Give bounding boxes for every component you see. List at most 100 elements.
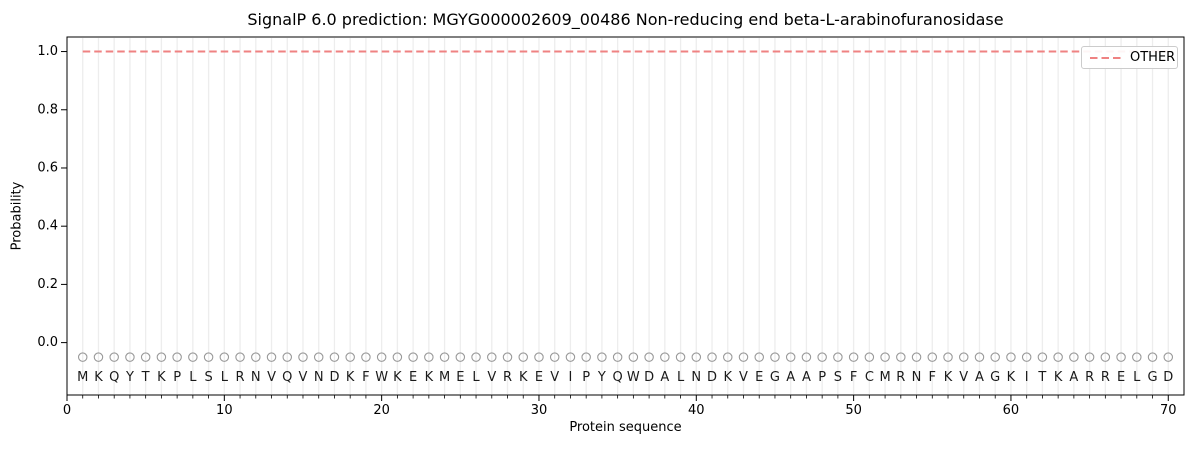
residue-letter: I <box>569 370 573 385</box>
residue-letter: K <box>519 370 528 385</box>
residue-marker <box>896 352 906 362</box>
residue-letter: D <box>707 370 717 385</box>
residue-letter: K <box>157 370 166 385</box>
residue-marker <box>833 352 843 362</box>
residue-marker <box>754 352 764 362</box>
residue-letter: A <box>660 370 669 385</box>
residue-marker <box>172 352 182 362</box>
residue-letter: P <box>818 370 826 385</box>
residue-letter: R <box>1101 370 1110 385</box>
residue-marker <box>298 352 308 362</box>
residue-letter: Q <box>282 370 292 385</box>
residue-letter: Q <box>613 370 623 385</box>
x-tick-label: 10 <box>216 403 233 418</box>
x-tick-label: 60 <box>1003 403 1020 418</box>
residue-marker <box>738 352 749 362</box>
residue-letter: K <box>723 370 732 385</box>
residue-letter: A <box>1069 370 1078 385</box>
residue-letter: D <box>329 370 339 385</box>
residue-letter: L <box>1133 370 1141 385</box>
residue-marker <box>927 352 938 362</box>
residue-marker <box>313 352 324 362</box>
x-axis-label: Protein sequence <box>569 420 682 435</box>
residue-letter: K <box>425 370 434 385</box>
residue-letter: A <box>786 370 795 385</box>
residue-letter: C <box>865 370 874 385</box>
residue-letter: D <box>644 370 654 385</box>
residue-letter: N <box>251 370 261 385</box>
residue-marker <box>1037 352 1048 362</box>
residue-letter: W <box>375 370 388 385</box>
residue-marker <box>880 352 890 362</box>
residue-marker <box>203 352 214 362</box>
residue-marker <box>691 352 702 362</box>
residue-marker <box>943 352 953 362</box>
residue-letter: R <box>896 370 905 385</box>
residue-marker <box>990 352 1000 362</box>
residue-marker <box>549 352 560 362</box>
residue-letter: E <box>755 370 763 385</box>
residue-marker <box>487 352 497 362</box>
residue-letter: E <box>535 370 543 385</box>
residue-marker <box>219 352 230 362</box>
residue-letter: E <box>409 370 417 385</box>
residue-letter: R <box>1085 370 1094 385</box>
x-tick-label: 20 <box>373 403 390 418</box>
residue-letter: G <box>990 370 1000 385</box>
residue-marker <box>660 352 670 362</box>
residue-marker <box>1100 352 1111 362</box>
residue-marker <box>770 352 780 362</box>
residue-marker <box>565 352 576 362</box>
residue-marker <box>188 352 198 362</box>
residue-marker <box>140 352 151 362</box>
legend-label-other: OTHER <box>1130 50 1176 65</box>
residue-marker <box>707 352 717 362</box>
residue-marker <box>1116 352 1126 362</box>
residue-marker <box>455 352 466 362</box>
residue-letter: F <box>850 370 857 385</box>
residue-marker <box>801 352 812 362</box>
residue-marker <box>235 352 245 362</box>
residue-letter: N <box>691 370 701 385</box>
residue-marker <box>266 352 277 362</box>
residue-letter: K <box>346 370 355 385</box>
residue-marker <box>125 352 135 362</box>
residue-letter: I <box>1025 370 1029 385</box>
residue-marker <box>675 352 686 362</box>
residue-marker <box>534 352 544 362</box>
residue-letter: S <box>834 370 842 385</box>
residue-letter: E <box>456 370 464 385</box>
residue-marker <box>911 352 922 362</box>
residue-letter: V <box>959 370 968 385</box>
residue-marker <box>376 352 387 362</box>
residue-letter: N <box>912 370 922 385</box>
residue-marker <box>1006 352 1016 362</box>
residue-marker <box>1084 352 1095 362</box>
residue-letter: L <box>221 370 229 385</box>
residue-marker <box>361 352 371 362</box>
residue-letter: M <box>77 370 88 385</box>
residue-letter: G <box>1147 370 1157 385</box>
residue-marker <box>502 352 513 362</box>
residue-marker <box>597 352 607 362</box>
x-tick-label: 0 <box>63 403 71 418</box>
residue-letter: M <box>439 370 450 385</box>
residue-letter: D <box>1163 370 1173 385</box>
legend: OTHER <box>1081 46 1178 69</box>
y-tick-label: 0.6 <box>37 160 58 175</box>
x-tick-label: 30 <box>531 403 548 418</box>
residue-letter: V <box>550 370 559 385</box>
residue-marker <box>392 352 403 362</box>
residue-letter: K <box>94 370 103 385</box>
residue-letter: V <box>267 370 276 385</box>
residue-letter: M <box>879 370 890 385</box>
residue-letter: Q <box>109 370 119 385</box>
residue-marker <box>282 352 293 362</box>
residue-letter: Y <box>597 370 606 385</box>
residue-marker <box>644 352 654 362</box>
residue-marker <box>864 352 875 362</box>
residue-marker <box>1053 352 1063 362</box>
residue-letter: S <box>204 370 212 385</box>
plot-border <box>66 36 1185 396</box>
